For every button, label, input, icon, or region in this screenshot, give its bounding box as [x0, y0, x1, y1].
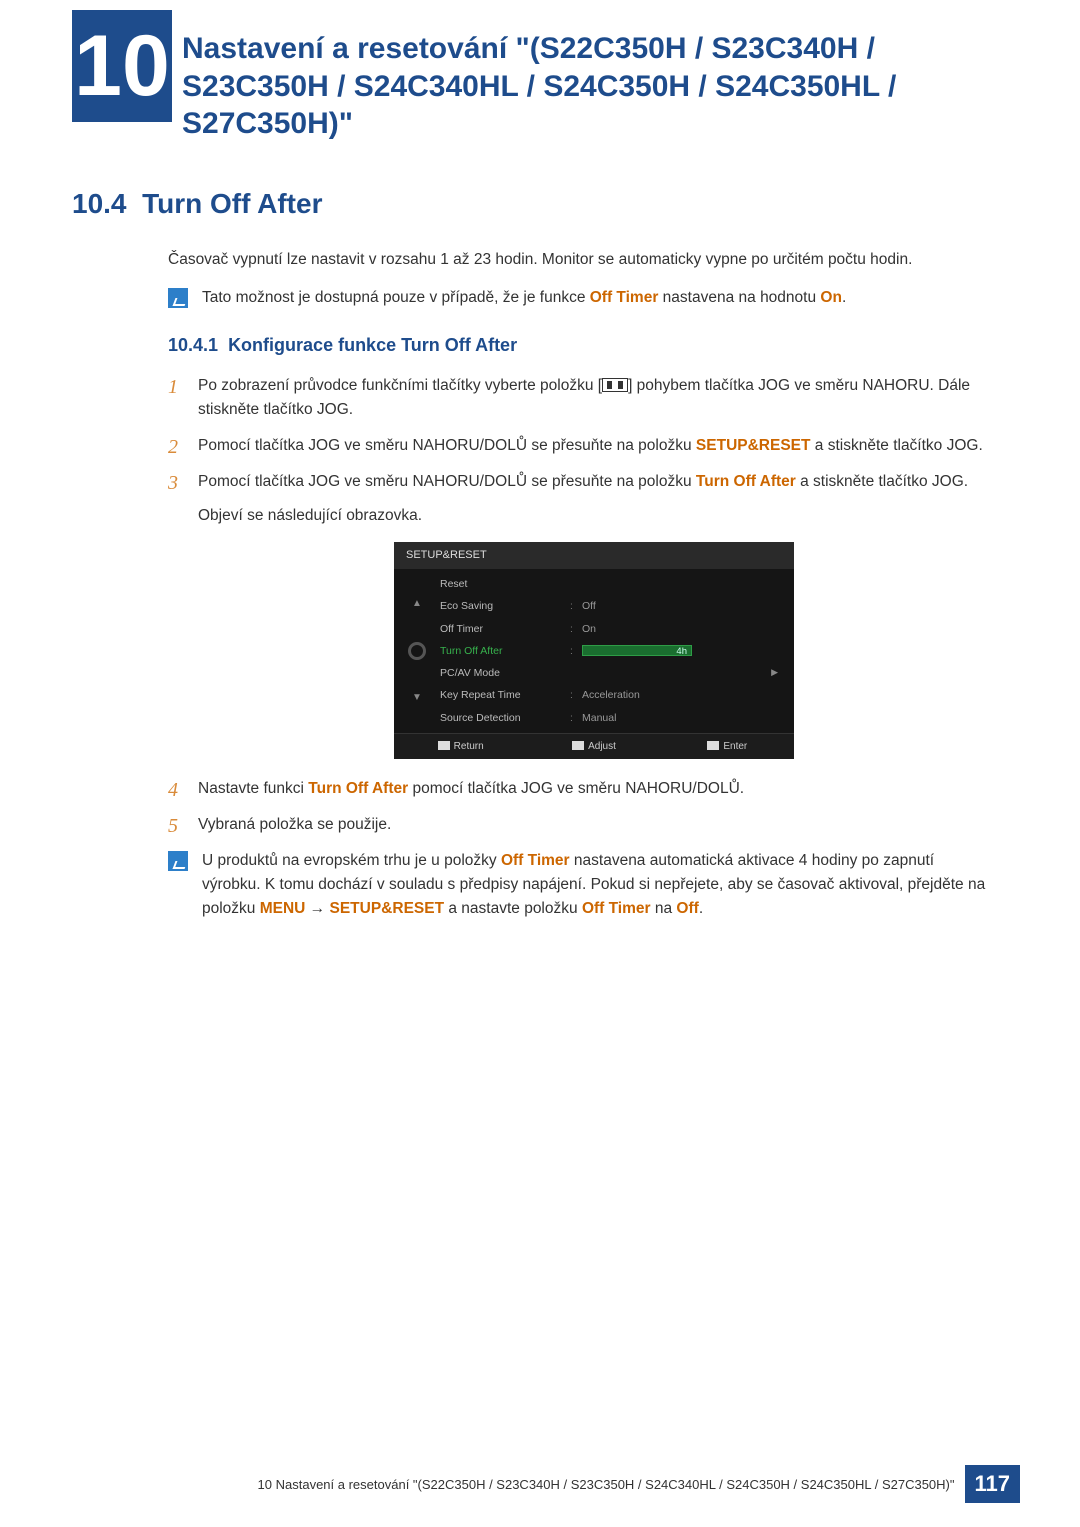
section-title: Turn Off After: [142, 188, 322, 219]
note-1-text: Tato možnost je dostupná pouze v případě…: [202, 286, 846, 310]
osd-footer-return: Return: [394, 734, 527, 760]
osd-list: Reset Eco Saving:Off Off Timer:On Turn O…: [440, 569, 794, 733]
intro-paragraph: Časovač vypnutí lze nastavit v rozsahu 1…: [168, 248, 990, 272]
osd-row-keyrepeat: Key Repeat Time:Acceleration: [440, 684, 794, 706]
step4-hl: Turn Off After: [308, 780, 408, 797]
step-5: Vybraná položka se použije.: [168, 813, 990, 837]
step-1: Po zobrazení průvodce funkčními tlačítky…: [168, 374, 990, 422]
adjust-icon: [572, 741, 584, 750]
osd-row-offtimer: Off Timer:On: [440, 618, 794, 640]
chapter-number: 10: [74, 23, 170, 109]
footer-text: 10 Nastavení a resetování "(S22C350H / S…: [258, 1477, 955, 1492]
note1-hl2: On: [820, 289, 842, 306]
osd-footer-enter: Enter: [661, 734, 794, 760]
osd-row-label: PC/AV Mode: [440, 665, 570, 681]
note2-hl2: MENU: [260, 900, 306, 917]
osd-slider-bar: 4h: [582, 645, 692, 656]
subsection-heading: 10.4.1 Konfigurace funkce Turn Off After: [168, 332, 990, 360]
note-icon: [168, 851, 188, 871]
osd-arrow-up-icon: ▲: [412, 596, 422, 612]
page-number: 117: [965, 1465, 1021, 1503]
note-icon: [168, 288, 188, 308]
osd-footer-return-label: Return: [454, 741, 484, 752]
page-footer: 10 Nastavení a resetování "(S22C350H / S…: [0, 1465, 1080, 1503]
osd-row-pcavmode: PC/AV Mode ▶: [440, 662, 794, 684]
note-2-text: U produktů na evropském trhu je u položk…: [202, 849, 990, 921]
osd-slider-value: 4h: [676, 645, 687, 660]
note2-hl4: Off Timer: [582, 900, 651, 917]
osd-row-label: Off Timer: [440, 621, 570, 637]
note2-e: .: [699, 900, 703, 917]
note2-d: na: [651, 900, 677, 917]
note2-hl1: Off Timer: [501, 852, 570, 869]
chapter-number-box: 10: [72, 10, 172, 122]
step3-a: Pomocí tlačítka JOG ve směru NAHORU/DOLŮ…: [198, 473, 696, 490]
step1-a: Po zobrazení průvodce funkčními tlačítky…: [198, 377, 602, 394]
osd-row-label: Source Detection: [440, 710, 570, 726]
note1-post: .: [842, 289, 846, 306]
section-heading: 10.4 Turn Off After: [72, 188, 322, 220]
osd-panel: SETUP&RESET ▲ ▼ Reset Eco Saving:Off: [394, 542, 794, 759]
step2-hl: SETUP&RESET: [696, 437, 811, 454]
osd-row-label: Key Repeat Time: [440, 687, 570, 703]
step3-hl: Turn Off After: [696, 473, 796, 490]
enter-icon: [707, 741, 719, 750]
osd-row-label: Eco Saving: [440, 598, 570, 614]
section-number: 10.4: [72, 188, 127, 219]
note2-hl5: Off: [676, 900, 698, 917]
note-1: Tato možnost je dostupná pouze v případě…: [168, 286, 990, 310]
body-area: Časovač vypnutí lze nastavit v rozsahu 1…: [168, 248, 990, 939]
osd-row-label: Reset: [440, 576, 570, 592]
menu-icon: [602, 378, 628, 392]
osd-jog-wheel: ▲ ▼: [394, 586, 440, 715]
osd-footer: Return Adjust Enter: [394, 733, 794, 760]
note1-hl1: Off Timer: [590, 289, 659, 306]
osd-row-sourcedetect: Source Detection:Manual: [440, 707, 794, 729]
step3-c: Objeví se následující obrazovka.: [198, 504, 990, 528]
chevron-right-icon: ▶: [771, 666, 784, 680]
note1-pre: Tato možnost je dostupná pouze v případě…: [202, 289, 590, 306]
osd-title: SETUP&RESET: [394, 542, 794, 569]
step4-a: Nastavte funkci: [198, 780, 308, 797]
note2-a: U produktů na evropském trhu je u položk…: [202, 852, 501, 869]
note1-mid: nastavena na hodnotu: [658, 289, 820, 306]
return-icon: [438, 741, 450, 750]
osd-row-value: On: [582, 621, 784, 637]
osd-arrow-down-icon: ▼: [412, 690, 422, 706]
osd-ring-icon: [408, 642, 426, 660]
step2-b: a stiskněte tlačítko JOG.: [810, 437, 982, 454]
step4-b: pomocí tlačítka JOG ve směru NAHORU/DOLŮ…: [408, 780, 744, 797]
osd-footer-enter-label: Enter: [723, 741, 747, 752]
step-3: Pomocí tlačítka JOG ve směru NAHORU/DOLŮ…: [168, 470, 990, 759]
step-4: Nastavte funkci Turn Off After pomocí tl…: [168, 777, 990, 801]
subsection-title: Konfigurace funkce Turn Off After: [228, 335, 517, 355]
step2-a: Pomocí tlačítka JOG ve směru NAHORU/DOLŮ…: [198, 437, 696, 454]
chapter-title: Nastavení a resetování "(S22C350H / S23C…: [182, 30, 1000, 143]
step3-b: a stiskněte tlačítko JOG.: [796, 473, 968, 490]
subsection-number: 10.4.1: [168, 335, 218, 355]
osd-row-reset: Reset: [440, 573, 794, 595]
note2-arrow: →: [305, 900, 329, 917]
step-2: Pomocí tlačítka JOG ve směru NAHORU/DOLŮ…: [168, 434, 990, 458]
note2-hl3: SETUP&RESET: [330, 900, 445, 917]
osd-row-value: Off: [582, 598, 784, 614]
note2-c: a nastavte položku: [444, 900, 582, 917]
osd-body: ▲ ▼ Reset Eco Saving:Off Off Timer:On: [394, 569, 794, 733]
osd-row-ecosaving: Eco Saving:Off: [440, 595, 794, 617]
osd-row-value: Manual: [582, 710, 784, 726]
osd-footer-adjust-label: Adjust: [588, 741, 616, 752]
osd-row-turnoffafter: Turn Off After:4h: [440, 640, 794, 662]
steps-list: Po zobrazení průvodce funkčními tlačítky…: [168, 374, 990, 838]
osd-footer-adjust: Adjust: [527, 734, 660, 760]
osd-row-value: Acceleration: [582, 687, 784, 703]
note-2: U produktů na evropském trhu je u položk…: [168, 849, 990, 921]
osd-row-label: Turn Off After: [440, 643, 570, 659]
